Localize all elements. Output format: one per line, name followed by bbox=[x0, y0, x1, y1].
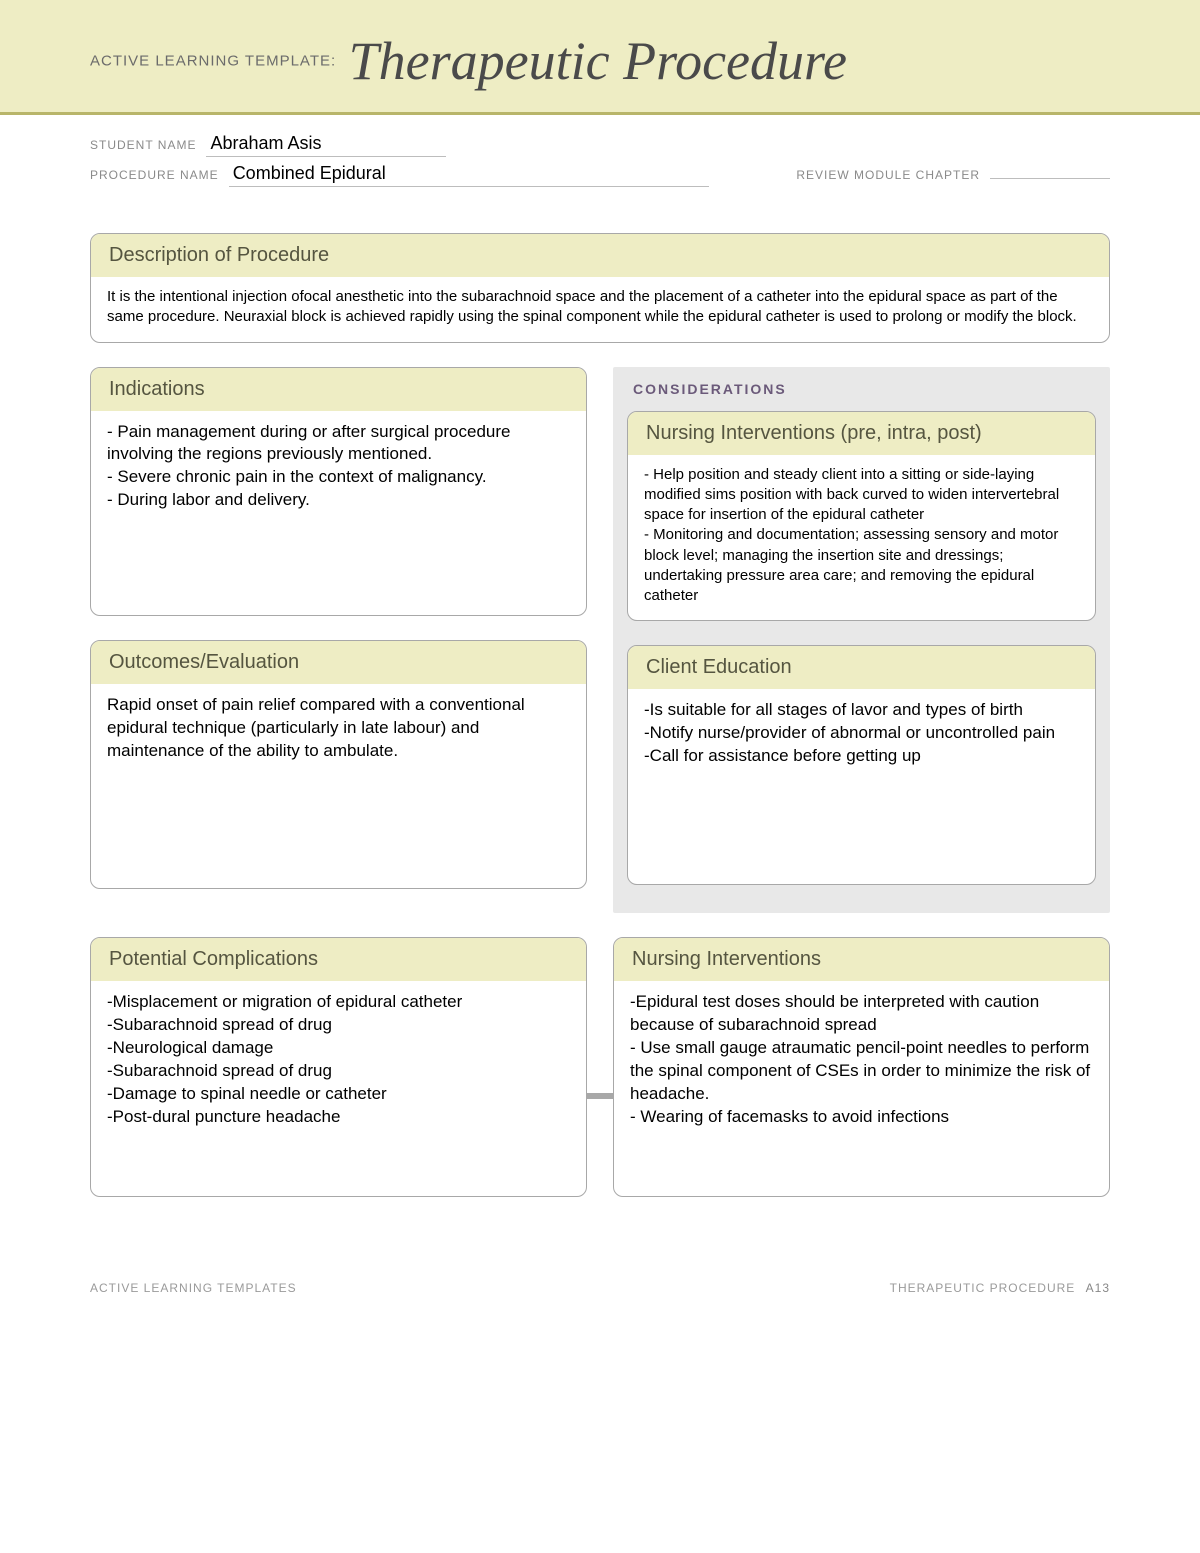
review-chapter-value bbox=[990, 176, 1110, 179]
client-ed-body: -Is suitable for all stages of lavor and… bbox=[628, 689, 1095, 782]
review-row: REVIEW MODULE CHAPTER bbox=[796, 168, 1110, 182]
considerations-panel: CONSIDERATIONS Nursing Interventions (pr… bbox=[613, 367, 1110, 914]
indications-box: Indications - Pain management during or … bbox=[90, 367, 587, 616]
outcomes-box: Outcomes/Evaluation Rapid onset of pain … bbox=[90, 640, 587, 889]
bottom-right-column: Nursing Interventions -Epidural test dos… bbox=[613, 937, 1110, 1221]
bottom-left-column: Potential Complications -Misplacement or… bbox=[90, 937, 587, 1221]
right-column: CONSIDERATIONS Nursing Interventions (pr… bbox=[613, 367, 1110, 914]
description-box: Description of Procedure It is the inten… bbox=[90, 233, 1110, 343]
template-prefix: ACTIVE LEARNING TEMPLATE: bbox=[90, 53, 336, 70]
description-body: It is the intentional injection ofocal a… bbox=[91, 277, 1109, 342]
nursing-interventions-body: -Epidural test doses should be interpret… bbox=[614, 981, 1109, 1143]
page-footer: ACTIVE LEARNING TEMPLATES THERAPEUTIC PR… bbox=[0, 1241, 1200, 1325]
complications-body: -Misplacement or migration of epidural c… bbox=[91, 981, 586, 1143]
indications-header: Indications bbox=[91, 368, 586, 411]
footer-right-text: THERAPEUTIC PROCEDURE bbox=[890, 1281, 1076, 1295]
student-name-value: Abraham Asis bbox=[206, 133, 446, 157]
template-title: Therapeutic Procedure bbox=[349, 31, 847, 91]
complications-box: Potential Complications -Misplacement or… bbox=[90, 937, 587, 1197]
client-ed-header: Client Education bbox=[628, 646, 1095, 689]
considerations-label: CONSIDERATIONS bbox=[627, 381, 1096, 397]
nursing-pre-box: Nursing Interventions (pre, intra, post)… bbox=[627, 411, 1096, 622]
description-header: Description of Procedure bbox=[91, 234, 1109, 277]
nursing-interventions-header: Nursing Interventions bbox=[614, 938, 1109, 981]
nursing-pre-header: Nursing Interventions (pre, intra, post) bbox=[628, 412, 1095, 455]
procedure-name-value: Combined Epidural bbox=[229, 163, 709, 187]
footer-right: THERAPEUTIC PROCEDURE A13 bbox=[890, 1281, 1110, 1295]
student-name-label: STUDENT NAME bbox=[90, 138, 196, 152]
left-column: Indications - Pain management during or … bbox=[90, 367, 587, 914]
header-band: ACTIVE LEARNING TEMPLATE: Therapeutic Pr… bbox=[0, 0, 1200, 115]
outcomes-body: Rapid onset of pain relief compared with… bbox=[91, 684, 586, 777]
procedure-name-label: PROCEDURE NAME bbox=[90, 168, 219, 182]
student-row: STUDENT NAME Abraham Asis bbox=[90, 133, 1110, 157]
indications-body: - Pain management during or after surgic… bbox=[91, 411, 586, 527]
content-area: Description of Procedure It is the inten… bbox=[0, 203, 1200, 1241]
procedure-row: PROCEDURE NAME Combined Epidural REVIEW … bbox=[90, 163, 1110, 187]
meta-section: STUDENT NAME Abraham Asis PROCEDURE NAME… bbox=[0, 115, 1200, 203]
review-chapter-label: REVIEW MODULE CHAPTER bbox=[796, 168, 980, 182]
footer-page-number: A13 bbox=[1086, 1281, 1110, 1295]
nursing-pre-body: - Help position and steady client into a… bbox=[628, 455, 1095, 621]
nursing-interventions-box: Nursing Interventions -Epidural test dos… bbox=[613, 937, 1110, 1197]
bottom-columns: Potential Complications -Misplacement or… bbox=[90, 937, 1110, 1221]
outcomes-header: Outcomes/Evaluation bbox=[91, 641, 586, 684]
box-connector bbox=[587, 1093, 613, 1099]
footer-left: ACTIVE LEARNING TEMPLATES bbox=[90, 1281, 297, 1295]
complications-header: Potential Complications bbox=[91, 938, 586, 981]
client-ed-box: Client Education -Is suitable for all st… bbox=[627, 645, 1096, 885]
middle-columns: Indications - Pain management during or … bbox=[90, 367, 1110, 914]
